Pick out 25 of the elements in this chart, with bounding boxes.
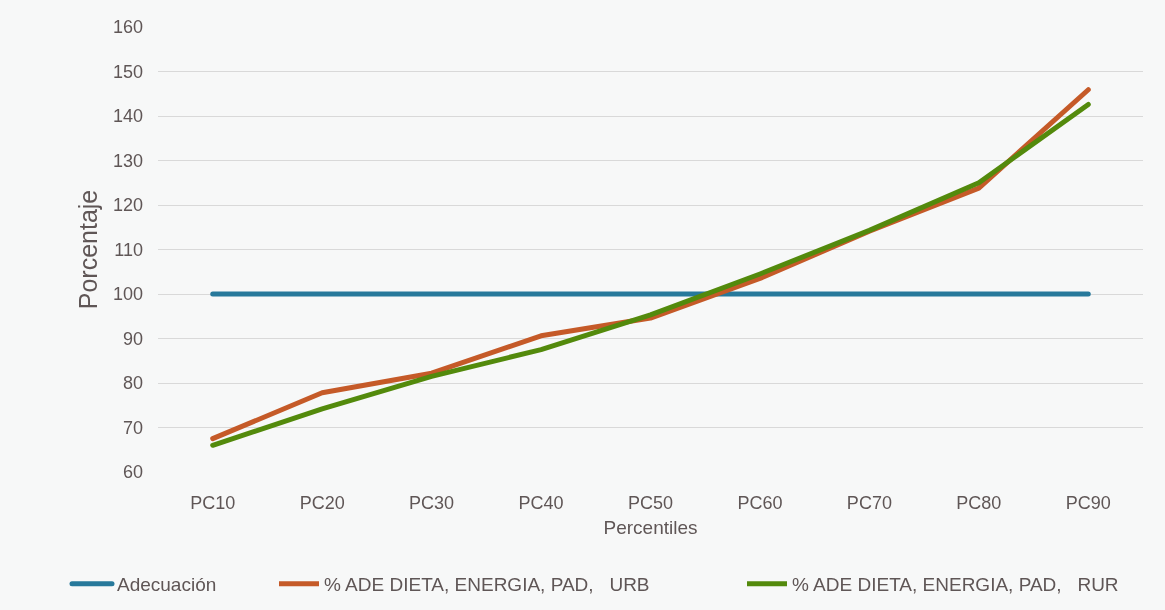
y-tick-label: 110 [114, 239, 143, 260]
y-tick-label: 80 [122, 373, 143, 394]
x-tick-label: PC10 [190, 493, 236, 513]
x-tick-label: PC80 [956, 493, 1002, 513]
y-tick-label: 60 [122, 462, 143, 483]
x-tick-label: PC30 [409, 493, 455, 513]
y-tick-label: 130 [112, 150, 143, 171]
legend-label: % ADE DIETA, ENERGIA, PAD, RUR [792, 574, 1119, 596]
x-tick-label: PC60 [737, 493, 783, 513]
y-tick-label: 120 [112, 195, 143, 216]
y-tick-label: 160 [112, 17, 143, 38]
y-axis-title: Porcentaje [73, 189, 102, 310]
y-tick-label: 150 [112, 61, 143, 82]
x-axis-title: Percentiles [603, 516, 698, 538]
y-tick-label: 70 [122, 417, 143, 438]
x-tick-label: PC50 [627, 493, 674, 513]
y-tick-label: 100 [112, 284, 143, 305]
x-tick-label: PC90 [1065, 493, 1111, 513]
y-tick-label: 90 [122, 328, 143, 349]
legend-label: Adecuación [117, 574, 217, 596]
y-tick-label: 140 [112, 106, 143, 127]
x-tick-label: PC20 [299, 493, 345, 513]
legend-label: % ADE DIETA, ENERGIA, PAD, URB [324, 574, 650, 596]
x-tick-label: PC70 [846, 493, 892, 513]
x-tick-label: PC40 [518, 493, 564, 513]
